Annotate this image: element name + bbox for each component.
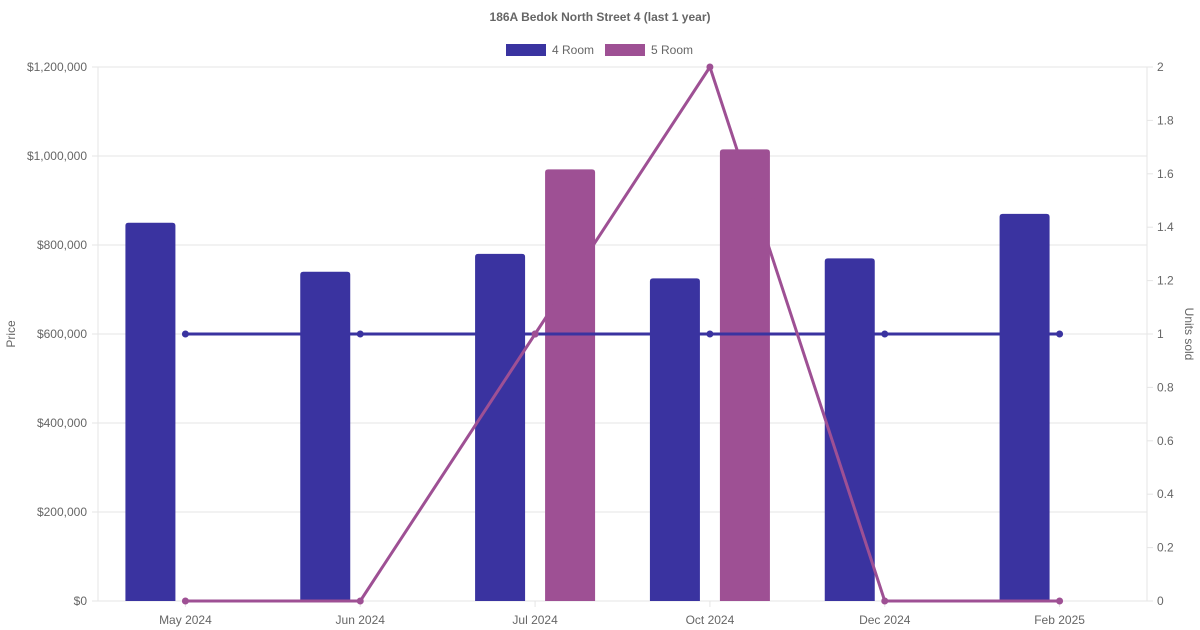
y2-tick-label: 1.4: [1157, 220, 1174, 234]
y-tick-label: $600,000: [37, 327, 87, 341]
y-axis-title: Price: [4, 320, 18, 348]
y2-tick-label: 0.6: [1157, 434, 1174, 448]
x-tick-label: Feb 2025: [1034, 613, 1085, 627]
y2-tick-label: 1.6: [1157, 167, 1174, 181]
x-tick-label: Dec 2024: [859, 613, 911, 627]
y-axis-left: $0 $200,000 $400,000 $600,000 $800,000 $1,000…: [27, 60, 87, 608]
bar-4-room[interactable]: [649, 278, 700, 601]
point-5-room[interactable]: [881, 597, 889, 605]
bars: [125, 149, 1050, 601]
legend-swatch-4-room: [506, 44, 546, 56]
x-tick-label: May 2024: [159, 613, 212, 627]
line-5-room: [185, 65, 1060, 603]
point-5-room[interactable]: [531, 330, 539, 338]
point-5-room[interactable]: [181, 597, 189, 605]
y2-tick-label: 0.8: [1157, 380, 1174, 394]
y2-axis-title: Units sold: [1182, 308, 1196, 361]
bar-4-room[interactable]: [475, 253, 526, 601]
x-tick-label: Jun 2024: [336, 613, 386, 627]
legend-swatch-5-room: [605, 44, 645, 56]
point-4-room[interactable]: [1056, 330, 1064, 338]
point-4-room[interactable]: [356, 330, 364, 338]
point-5-room[interactable]: [1056, 597, 1064, 605]
x-axis: May 2024 Jun 2024 Jul 2024 Oct 2024 Dec 2024…: [159, 613, 1085, 627]
y-tick-label: $1,200,000: [27, 60, 87, 74]
point-4-room[interactable]: [181, 330, 189, 338]
y2-tick-label: 1.2: [1157, 274, 1174, 288]
y2-tick-label: 1.8: [1157, 113, 1174, 127]
point-5-room[interactable]: [356, 597, 364, 605]
y2-tick-label: 0: [1157, 594, 1164, 608]
legend[interactable]: 4 Room 5 Room: [506, 43, 693, 57]
y2-tick-label: 1: [1157, 327, 1164, 341]
chart-title: 186A Bedok North Street 4 (last 1 year): [490, 10, 711, 24]
bar-4-room[interactable]: [824, 258, 875, 601]
y2-tick-label: 2: [1157, 60, 1164, 74]
gridlines: [92, 66, 1153, 607]
y2-tick-label: 0.4: [1157, 487, 1174, 501]
bar-5-room[interactable]: [545, 169, 596, 601]
y-tick-label: $1,000,000: [27, 149, 87, 163]
legend-item-5-room[interactable]: 5 Room: [605, 43, 693, 57]
point-4-room[interactable]: [706, 330, 714, 338]
legend-item-4-room[interactable]: 4 Room: [506, 43, 594, 57]
legend-label-5-room: 5 Room: [651, 43, 693, 57]
x-tick-label: Oct 2024: [686, 613, 735, 627]
bar-4-room[interactable]: [125, 222, 176, 601]
bar-4-room[interactable]: [999, 213, 1050, 601]
y2-tick-label: 0.2: [1157, 541, 1174, 555]
point-4-room[interactable]: [881, 330, 889, 338]
legend-label-4-room: 4 Room: [552, 43, 594, 57]
lines: [181, 63, 1064, 605]
y-tick-label: $400,000: [37, 416, 87, 430]
bar-4-room[interactable]: [300, 271, 351, 601]
y-tick-label: $0: [74, 594, 88, 608]
y-axis-right: 0 0.2 0.4 0.6 0.8 1 1.2 1.4 1.6 1.8 2: [1157, 60, 1174, 608]
x-tick-label: Jul 2024: [512, 613, 558, 627]
y-tick-label: $800,000: [37, 238, 87, 252]
y-tick-label: $200,000: [37, 505, 87, 519]
point-5-room[interactable]: [706, 63, 714, 71]
bar-5-room[interactable]: [719, 149, 770, 601]
